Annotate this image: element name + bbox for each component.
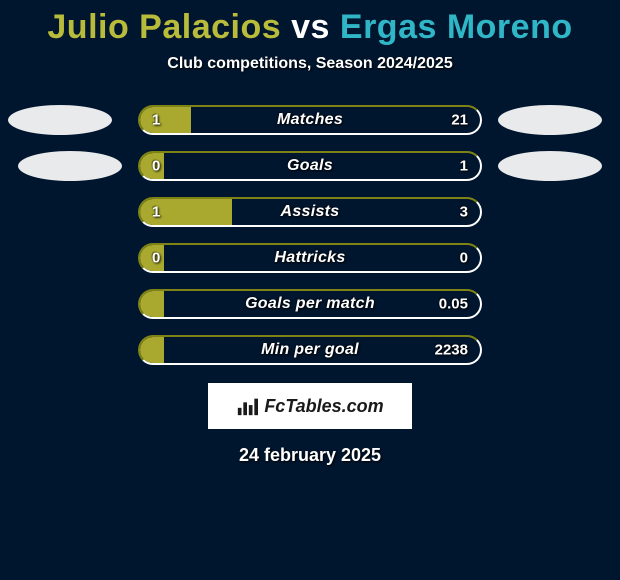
stat-value-left: 0 [152, 158, 160, 175]
stat-value-right: 21 [451, 112, 468, 129]
stat-value-left: 0 [152, 250, 160, 267]
brand-text: FcTables.com [264, 396, 383, 417]
stat-bar-fill [140, 337, 164, 363]
stat-value-left: 1 [152, 204, 160, 221]
comparison-title: Julio Palacios vs Ergas Moreno [0, 0, 620, 47]
brand-bars-icon [236, 395, 258, 417]
stat-bar: Min per goal 2238 [138, 335, 482, 365]
stat-row: 1 Assists 3 [0, 189, 620, 235]
stat-value-right: 1 [460, 158, 468, 175]
stat-bar: Goals per match 0.05 [138, 289, 482, 319]
stat-label: Goals [287, 157, 333, 175]
stat-row: 0 Goals 1 [0, 143, 620, 189]
stat-bar: 1 Matches 21 [138, 105, 482, 135]
stat-value-right: 3 [460, 204, 468, 221]
stat-bar-fill [140, 107, 191, 133]
stat-bar: 1 Assists 3 [138, 197, 482, 227]
vs-word: vs [291, 8, 330, 46]
stat-value-right: 2238 [435, 342, 468, 359]
stat-row: Goals per match 0.05 [0, 281, 620, 327]
player2-avatar-shadow [498, 151, 602, 181]
stat-label: Min per goal [261, 341, 359, 359]
stat-label: Hattricks [274, 249, 345, 267]
stat-row: 1 Matches 21 [0, 97, 620, 143]
player1-avatar-shadow [18, 151, 122, 181]
brand-badge: FcTables.com [208, 383, 412, 429]
player2-avatar [498, 105, 602, 135]
stat-value-left: 1 [152, 112, 160, 129]
stat-value-right: 0 [460, 250, 468, 267]
player1-avatar [8, 105, 112, 135]
stat-label: Goals per match [245, 295, 375, 313]
stat-value-right: 0.05 [439, 296, 468, 313]
stat-bar: 0 Goals 1 [138, 151, 482, 181]
stat-row: 0 Hattricks 0 [0, 235, 620, 281]
subtitle: Club competitions, Season 2024/2025 [0, 55, 620, 73]
player1-name: Julio Palacios [47, 8, 281, 46]
stat-bar-fill [140, 291, 164, 317]
stat-label: Matches [277, 111, 343, 129]
stat-bar: 0 Hattricks 0 [138, 243, 482, 273]
player2-name: Ergas Moreno [340, 8, 573, 46]
stat-row: Min per goal 2238 [0, 327, 620, 373]
date-line: 24 february 2025 [0, 445, 620, 466]
stat-label: Assists [280, 203, 339, 221]
stats-chart: 1 Matches 21 0 Goals 1 1 Assists 3 0 Hattricks 0 Goa… [0, 97, 620, 373]
